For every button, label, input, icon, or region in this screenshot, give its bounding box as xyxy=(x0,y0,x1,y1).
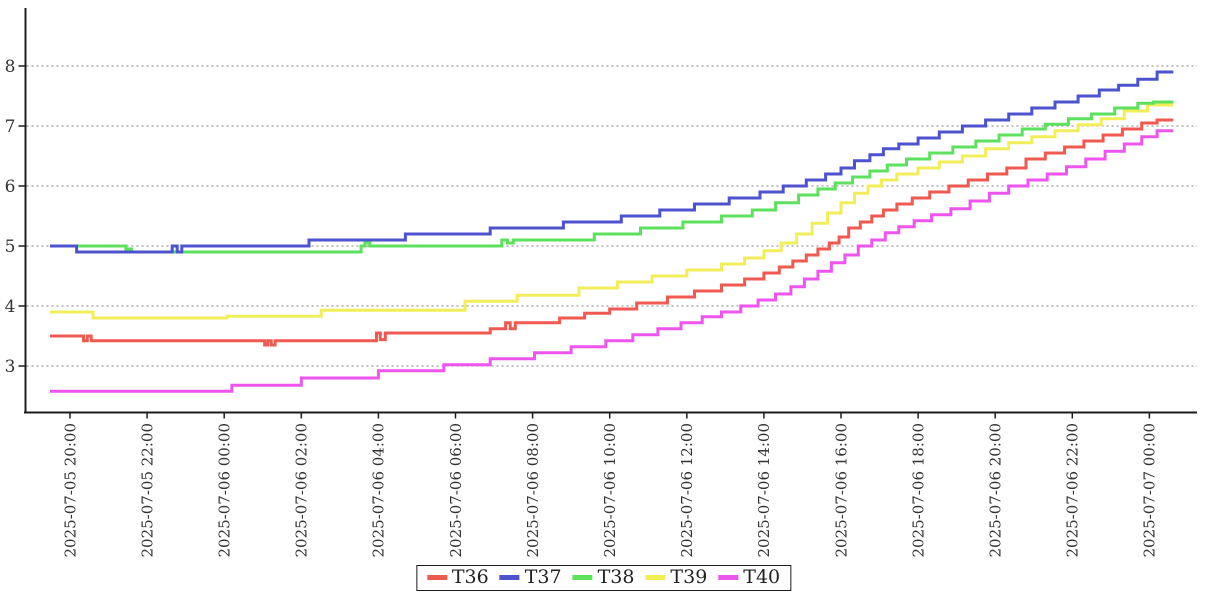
series-line-t37 xyxy=(50,70,1174,254)
x-axis: 2025-07-05 20:00 2025-07-05 22:00 2025-07-… xyxy=(24,411,1197,557)
x-tick-label: 2025-07-06 22:00 xyxy=(1064,423,1082,557)
legend-swatch-t37 xyxy=(499,575,520,580)
legend-label: T36 xyxy=(451,566,489,588)
legend-item-t37: T37 xyxy=(499,566,562,588)
x-tick-label: 2025-07-06 06:00 xyxy=(447,423,465,557)
x-tick-label: 2025-07-06 14:00 xyxy=(755,423,773,557)
legend: T36 T37 T38 T39 T40 xyxy=(415,565,792,591)
x-tick-label: 2025-07-06 12:00 xyxy=(678,423,696,557)
x-tick-label: 2025-07-05 20:00 xyxy=(61,423,79,557)
legend-label: T39 xyxy=(670,566,708,588)
x-tick-label: 2025-07-06 18:00 xyxy=(909,423,927,557)
y-tick-label: 3 xyxy=(5,357,16,377)
legend-swatch-t38 xyxy=(572,575,593,580)
series-line-t36 xyxy=(50,118,1174,347)
y-tick-label: 7 xyxy=(5,117,16,137)
x-tick-label: 2025-07-07 00:00 xyxy=(1141,423,1159,557)
series-line-t38 xyxy=(50,100,1174,254)
legend-swatch-t39 xyxy=(645,575,666,580)
x-tick-label: 2025-07-05 22:00 xyxy=(138,423,156,557)
legend-item-t40: T40 xyxy=(718,568,780,587)
x-tick-label: 2025-07-06 10:00 xyxy=(601,423,619,557)
x-tick-label: 2025-07-06 20:00 xyxy=(986,423,1004,557)
y-tick-label: 8 xyxy=(5,57,16,77)
legend-item-t36: T36 xyxy=(426,566,489,588)
legend-label: T40 xyxy=(743,566,781,588)
y-axis: 3 4 5 6 7 8 xyxy=(5,8,27,414)
x-tick-label: 2025-07-06 08:00 xyxy=(524,423,542,557)
legend-label: T38 xyxy=(597,566,635,588)
grid-lines xyxy=(26,65,1197,367)
y-tick-label: 6 xyxy=(5,177,16,197)
x-tick-label: 2025-07-06 02:00 xyxy=(293,423,311,557)
x-tick-label: 2025-07-06 04:00 xyxy=(370,423,388,557)
series-line-t40 xyxy=(50,129,1174,393)
legend-swatch-t40 xyxy=(718,575,739,580)
legend-label: T37 xyxy=(524,566,562,588)
series-lines xyxy=(50,70,1174,393)
series-line-t39 xyxy=(50,103,1174,320)
x-tick-label: 2025-07-06 16:00 xyxy=(832,423,850,557)
legend-item-t38: T38 xyxy=(572,566,635,588)
legend-item-t39: T39 xyxy=(645,568,707,587)
y-tick-label: 5 xyxy=(5,237,16,257)
legend-swatch-t36 xyxy=(426,575,447,580)
x-tick-label: 2025-07-06 00:00 xyxy=(215,423,233,557)
y-tick-label: 4 xyxy=(5,297,16,317)
